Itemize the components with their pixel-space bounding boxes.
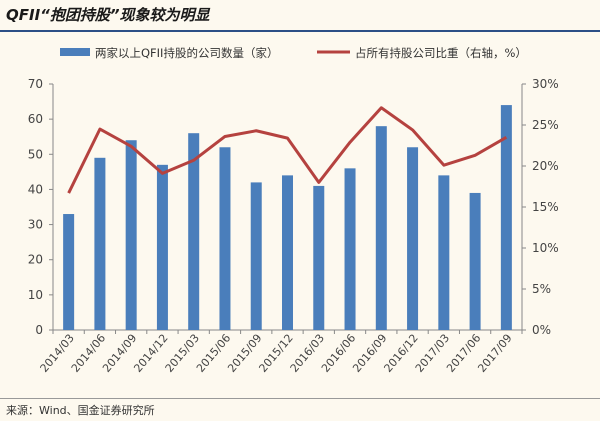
bar [407,147,419,330]
legend-bar-label: 两家以上QFII持股的公司数量（家） [95,46,278,60]
right-tick-label: 20% [532,159,559,173]
left-tick-label: 20 [28,253,43,267]
left-tick-label: 30 [28,218,43,232]
bar [282,175,293,330]
right-tick-label: 0% [532,323,551,337]
title-divider [0,30,600,32]
left-tick-label: 70 [28,77,43,91]
bar [313,185,325,330]
bar [219,147,231,330]
bar [250,182,262,330]
legend-line-label: 占所有持股公司比重（右轴，%） [355,46,527,60]
right-tick-label: 5% [532,282,551,296]
bar [500,105,512,330]
left-tick-label: 0 [35,323,43,337]
right-tick-label: 30% [532,77,559,91]
source-note: 来源：Wind、国金证券研究所 [6,404,155,417]
bar [344,168,356,330]
bar [188,133,200,330]
left-tick-label: 10 [28,288,43,302]
source-divider [0,398,600,399]
bar [125,140,137,330]
left-tick-label: 50 [28,147,43,161]
bar [156,164,168,330]
right-tick-label: 15% [532,200,559,214]
left-tick-label: 60 [28,112,43,126]
right-tick-label: 10% [532,241,559,255]
legend-bar-swatch [60,48,90,56]
bar [469,192,481,330]
left-tick-label: 40 [28,182,43,196]
x-tick-label: 2017/09 [475,332,514,375]
bar [375,126,387,331]
right-tick-label: 25% [532,118,559,132]
chart-title: QFII“抱团持股”现象较为明显 [6,6,210,24]
bar [63,214,75,330]
bar [94,157,106,330]
bar [438,175,450,330]
